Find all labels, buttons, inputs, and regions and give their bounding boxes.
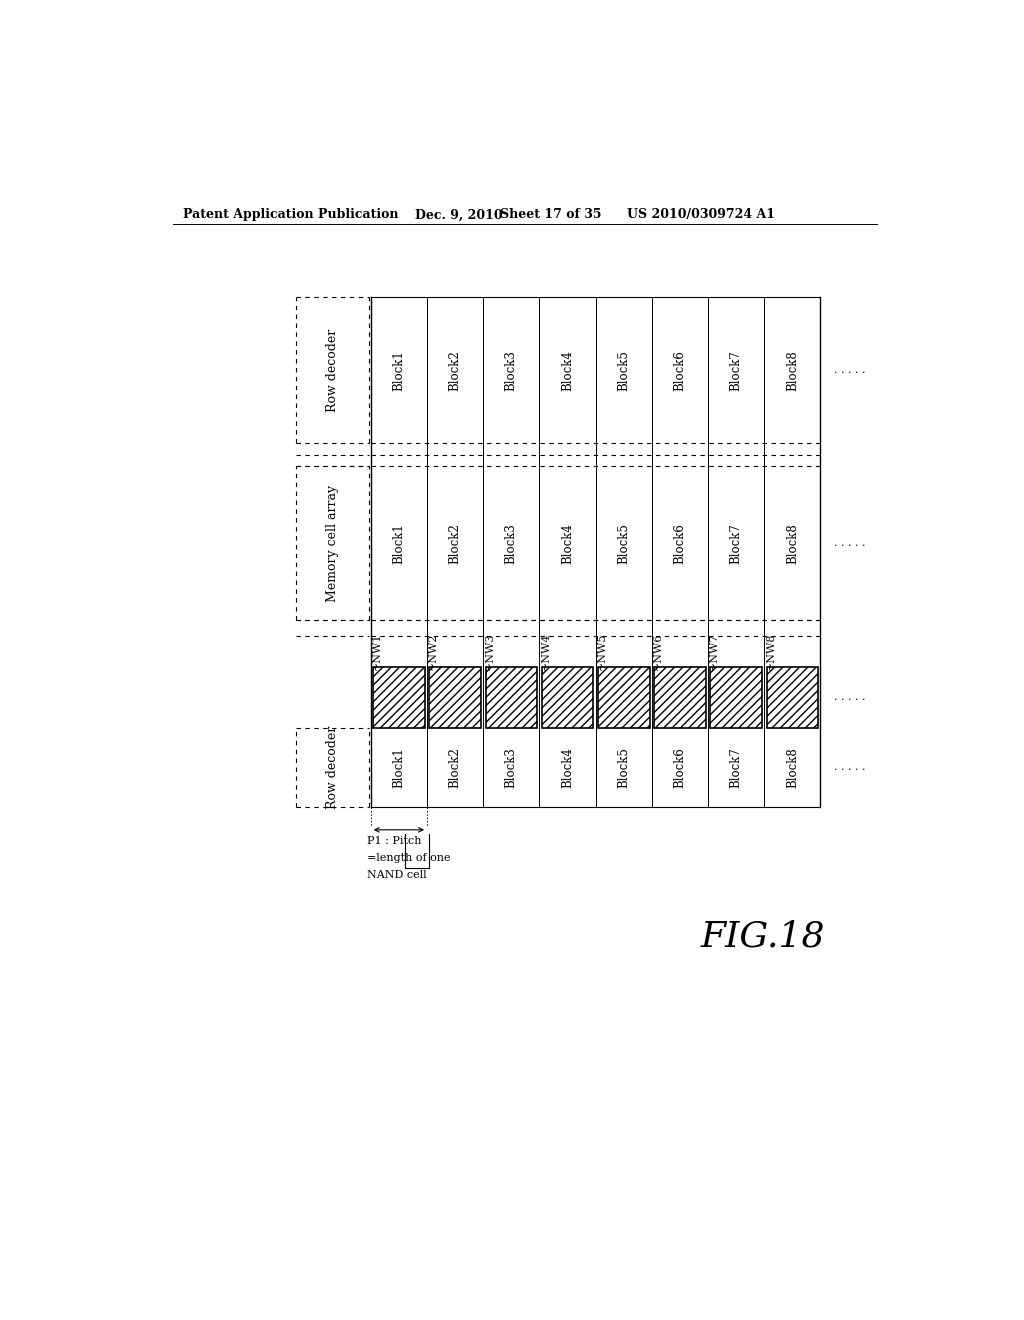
Text: Block7: Block7 bbox=[730, 523, 742, 564]
Text: =length of one: =length of one bbox=[367, 853, 451, 863]
Text: ~NW1: ~NW1 bbox=[372, 632, 382, 671]
Text: Block7: Block7 bbox=[730, 350, 742, 391]
Text: Block3: Block3 bbox=[505, 523, 518, 564]
Bar bbox=[373, 667, 425, 729]
Bar bbox=[598, 667, 649, 729]
Text: Block6: Block6 bbox=[674, 350, 686, 391]
Text: Block5: Block5 bbox=[617, 523, 630, 564]
Text: Block5: Block5 bbox=[617, 350, 630, 391]
Bar bbox=[711, 667, 762, 729]
Text: Block5: Block5 bbox=[617, 747, 630, 788]
Bar bbox=[654, 667, 706, 729]
Text: Block8: Block8 bbox=[785, 747, 799, 788]
Text: ~NW6: ~NW6 bbox=[653, 632, 663, 671]
Text: Block1: Block1 bbox=[392, 523, 406, 564]
Text: Block3: Block3 bbox=[505, 747, 518, 788]
Text: Block3: Block3 bbox=[505, 350, 518, 391]
Text: Block7: Block7 bbox=[730, 747, 742, 788]
Text: ~NW4: ~NW4 bbox=[541, 632, 551, 671]
Text: Block1: Block1 bbox=[392, 350, 406, 391]
Text: Block8: Block8 bbox=[785, 523, 799, 564]
Text: . . . . .: . . . . . bbox=[835, 763, 866, 772]
Text: Dec. 9, 2010: Dec. 9, 2010 bbox=[416, 209, 503, 222]
Bar bbox=[429, 667, 481, 729]
Text: NAND cell: NAND cell bbox=[367, 870, 427, 880]
Text: ~NW8: ~NW8 bbox=[765, 632, 775, 671]
Text: Row decoder: Row decoder bbox=[327, 726, 339, 809]
Text: Row decoder: Row decoder bbox=[327, 329, 339, 412]
Text: ~NW3: ~NW3 bbox=[484, 632, 495, 671]
Text: Block6: Block6 bbox=[674, 523, 686, 564]
Text: Block2: Block2 bbox=[449, 747, 462, 788]
Text: Memory cell array: Memory cell array bbox=[327, 484, 339, 602]
Text: Block6: Block6 bbox=[674, 747, 686, 788]
Text: US 2010/0309724 A1: US 2010/0309724 A1 bbox=[628, 209, 775, 222]
Text: P1 : Pitch: P1 : Pitch bbox=[367, 836, 422, 846]
Text: Block2: Block2 bbox=[449, 523, 462, 564]
Text: ~NW5: ~NW5 bbox=[597, 632, 607, 671]
Text: Patent Application Publication: Patent Application Publication bbox=[183, 209, 398, 222]
Text: . . . . .: . . . . . bbox=[835, 539, 866, 548]
Text: Block4: Block4 bbox=[561, 350, 574, 391]
Text: FIG.18: FIG.18 bbox=[700, 919, 825, 953]
Text: Block1: Block1 bbox=[392, 747, 406, 788]
Text: Sheet 17 of 35: Sheet 17 of 35 bbox=[500, 209, 602, 222]
Bar bbox=[485, 667, 538, 729]
Bar bbox=[767, 667, 818, 729]
Text: Block2: Block2 bbox=[449, 350, 462, 391]
Text: Block8: Block8 bbox=[785, 350, 799, 391]
Bar bbox=[542, 667, 593, 729]
Text: ~NW2: ~NW2 bbox=[428, 632, 438, 671]
Text: . . . . .: . . . . . bbox=[835, 693, 866, 702]
Text: Block4: Block4 bbox=[561, 523, 574, 564]
Text: Block4: Block4 bbox=[561, 747, 574, 788]
Text: ~NW7: ~NW7 bbox=[710, 632, 719, 669]
Text: . . . . .: . . . . . bbox=[835, 366, 866, 375]
